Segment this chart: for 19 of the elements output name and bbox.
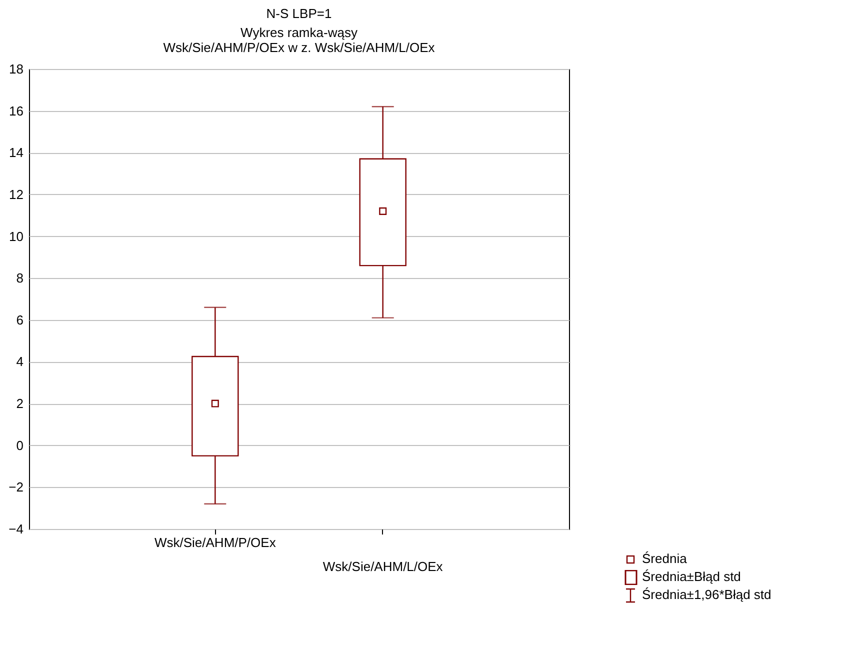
chart-title: N-S LBP=1	[266, 6, 332, 21]
chart-subtitle: Wykres ramka-wąsy Wsk/Sie/AHM/P/OEx w z. Wsk/Sie/AHM/L/OEx	[163, 25, 436, 55]
y-tick-label: 8	[16, 270, 24, 286]
text: Średnia±1,96*Błąd std	[642, 586, 772, 604]
y-tick-label: 14	[9, 145, 24, 160]
y-tick-label: 4	[16, 354, 24, 370]
y-tick-label: 6	[16, 312, 24, 328]
y-tick-label: 16	[9, 103, 24, 118]
y-tick-label: −2	[8, 480, 24, 495]
x-tick-label: Wsk/Sie/AHM/P/OEx	[154, 535, 276, 550]
y-tick-label: −4	[8, 522, 24, 536]
y-tick-label: 0	[16, 438, 24, 453]
y-tick-label: 10	[9, 228, 24, 244]
x-tick-label: Wsk/Sie/AHM/L/OEx	[322, 559, 444, 574]
text: Średnia±Błąd std	[642, 568, 741, 586]
y-tick-label: 12	[9, 186, 24, 202]
y-tick-label: 2	[16, 396, 24, 412]
y-tick-label: 18	[9, 62, 24, 76]
text: Średnia	[642, 550, 687, 568]
